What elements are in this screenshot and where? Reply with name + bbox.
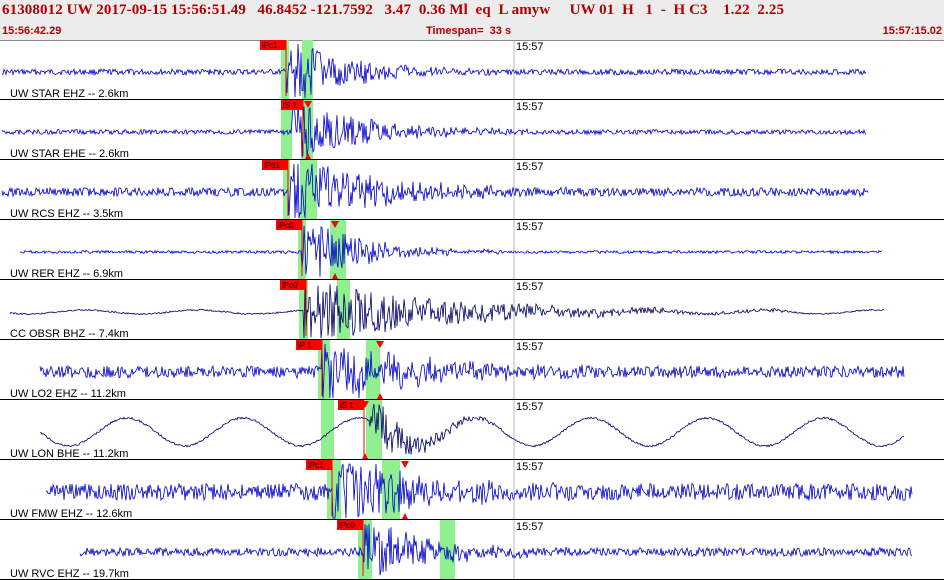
pick-flag[interactable] [296,340,322,350]
time-tick-label: 15:57 [516,221,544,233]
time-tick-label: 15:57 [516,461,544,473]
station-label: UW RCS EHZ -- 3.5km [10,208,123,220]
pick-label: iPc0 [339,521,355,530]
timespan-label: Timespan= 33 s [426,25,512,37]
time-tick-label: 15:57 [516,101,544,113]
waveform [9,284,885,339]
waveform [1,163,869,219]
station-label: UW RER EHZ -- 6.9km [10,268,123,280]
pick-flag[interactable] [281,100,303,110]
event-header: 61308012 UW 2017-09-15 15:56:51.49 46.84… [0,0,944,41]
waveform [39,403,904,455]
trace-row[interactable]: 15:57 iPc1 UW STAR EHZ -- 2.6km [0,40,944,100]
pick-label: iS 1 [340,401,354,410]
waveform [39,343,905,399]
time-tick-label: 15:57 [516,401,544,413]
pick-window[interactable] [300,160,317,220]
seismogram-panel[interactable]: 15:57 iPc1 UW STAR EHZ -- 2.6km 15:57 iS 1 UW… [0,40,944,580]
trace-row[interactable]: 15:57 iPc0 CC OBSR BHZ -- 7.4km [0,280,944,340]
s-pick-marker[interactable] [332,273,338,279]
pick-window[interactable] [299,280,308,340]
station-label: UW STAR EHE -- 2.6km [10,148,129,160]
pick-window[interactable] [281,100,292,160]
s-pick-marker[interactable] [304,101,312,108]
pick-window[interactable] [281,40,289,100]
time-tick-label: 15:57 [516,281,544,293]
pick-window[interactable] [283,160,290,220]
trace-row[interactable]: 15:57 iP 1 UW LO2 EHZ -- 11.2km [0,340,944,400]
trace-row[interactable]: 15:57 iPc0 UW RER EHZ -- 6.9km [0,220,944,280]
end-time: 15:57:15.02 [882,25,942,37]
pick-flag[interactable] [280,280,306,290]
waveform [1,43,867,99]
s-pick-marker[interactable] [376,341,384,348]
pick-window[interactable] [321,400,334,460]
event-summary: 61308012 UW 2017-09-15 15:56:51.49 46.84… [2,2,785,18]
s-pick-marker[interactable] [401,461,409,468]
pick-flag[interactable] [306,460,332,470]
s-pick-marker[interactable] [402,513,408,519]
waveform [1,103,867,159]
pick-flag[interactable] [337,520,363,530]
pick-label: iPd1 [264,161,281,170]
waveform [19,225,883,277]
time-tick-label: 15:57 [516,341,544,353]
pick-flag[interactable] [260,40,286,50]
station-label: CC OBSR BHZ -- 7.4km [10,328,129,340]
pick-label: iPc0 [282,281,298,290]
trace-row[interactable]: 15:57 iPd1 UW RCS EHZ -- 3.5km [0,160,944,220]
time-tick-label: 15:57 [516,161,544,173]
station-label: UW RVC EHZ -- 19.7km [10,568,129,580]
s-pick-marker[interactable] [377,393,383,399]
pick-window[interactable] [366,400,382,460]
pick-flag[interactable] [276,220,302,230]
time-tick-label: 15:57 [516,41,544,53]
station-label: UW FMW EHZ -- 12.6km [10,508,132,520]
trace-row[interactable]: 15:57 iS 1 UW LON BHE -- 11.2km [0,400,944,460]
pick-window[interactable] [302,100,313,160]
pick-flag[interactable] [262,160,288,170]
pick-label: iS 1 [283,101,297,110]
pick-flag[interactable] [338,400,364,410]
station-label: UW LON BHE -- 11.2km [10,448,128,460]
time-tick-label: 15:57 [516,521,544,533]
pick-label: iPc1 [308,461,324,470]
pick-label: iPc1 [262,41,278,50]
waveform [79,523,913,576]
start-time: 15:56:42.29 [2,25,62,37]
s-pick-marker[interactable] [305,153,311,159]
pick-label: iP 1 [298,341,312,350]
pick-window[interactable] [366,340,380,400]
pick-label: iPc0 [278,221,294,230]
station-label: UW STAR EHZ -- 2.6km [10,88,128,100]
station-label: UW LO2 EHZ -- 11.2km [10,388,126,400]
s-pick-marker[interactable] [361,401,369,408]
trace-row[interactable]: 15:57 iS 1 UW STAR EHE -- 2.6km [0,100,944,160]
waveform [45,463,913,519]
s-pick-marker[interactable] [331,221,339,228]
s-pick-marker[interactable] [362,453,368,459]
trace-row[interactable]: 15:57 iPc0 UW RVC EHZ -- 19.7km [0,520,944,580]
trace-row[interactable]: 15:57 iPc1 UW FMW EHZ -- 12.6km [0,460,944,520]
